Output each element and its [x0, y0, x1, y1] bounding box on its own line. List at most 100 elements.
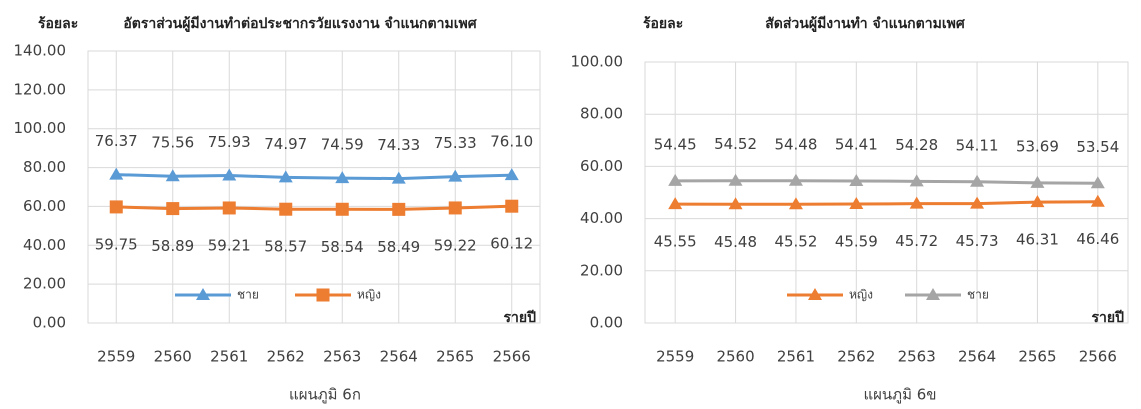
data-label: 45.72: [895, 232, 938, 250]
data-label: 53.69: [1016, 137, 1059, 155]
data-label: 75.33: [434, 134, 477, 152]
y-tick-label: 100.00: [571, 53, 624, 71]
marker: [222, 168, 237, 181]
data-label: 76.37: [95, 132, 138, 150]
marker: [166, 202, 180, 216]
x-tick-label: 2564: [380, 348, 418, 366]
y-tick-label: 100.00: [14, 119, 67, 137]
chart-title: สัดส่วนผู้มีงานทำ จำแนกตามเพศ: [765, 16, 966, 32]
marker: [1030, 175, 1045, 188]
marker: [1090, 194, 1105, 207]
x-tick-label: 2565: [1018, 348, 1056, 366]
marker: [926, 288, 940, 300]
legend-label: หญิง: [357, 288, 381, 302]
data-label: 59.75: [95, 235, 138, 253]
marker: [335, 202, 349, 216]
marker: [970, 174, 985, 187]
marker: [165, 169, 180, 182]
x-axis-label: รายปี: [1092, 310, 1125, 326]
data-label: 45.48: [714, 233, 757, 251]
data-label: 76.10: [490, 133, 533, 151]
legend-label: หญิง: [849, 288, 873, 302]
x-tick-label: 2565: [436, 348, 474, 366]
y-tick-label: 0.00: [590, 314, 623, 332]
data-label: 59.22: [434, 236, 477, 254]
plot-border: [644, 61, 1129, 324]
y-tick-label: 140.00: [14, 42, 67, 60]
x-tick-label: 2566: [493, 348, 531, 366]
marker: [849, 173, 864, 186]
series-line: [116, 173, 512, 181]
marker: [728, 197, 743, 210]
data-label: 75.93: [208, 133, 251, 151]
x-tick-label: 2562: [837, 348, 875, 366]
marker: [279, 202, 293, 216]
y-tick-label: 60.00: [580, 157, 623, 175]
x-axis-label: รายปี: [504, 310, 537, 326]
series-line: [116, 204, 512, 211]
chart-title: อัตราส่วนผู้มีงานทำต่อประชากรวัยแรงงาน จ…: [123, 16, 477, 32]
caption: แผนภูมิ 6ข: [863, 386, 936, 404]
caption: แผนภูมิ 6ก: [289, 386, 361, 404]
marker: [504, 168, 519, 181]
x-tick-label: 2564: [958, 348, 996, 366]
legend-label: ชาย: [967, 288, 989, 302]
marker: [316, 288, 330, 302]
marker: [788, 173, 803, 186]
marker: [278, 170, 293, 183]
x-tick-label: 2560: [716, 348, 754, 366]
y-tick-label: 20.00: [23, 275, 66, 293]
x-tick-label: 2559: [97, 348, 135, 366]
data-label: 75.56: [151, 134, 194, 152]
marker: [909, 174, 924, 187]
x-tick-label: 2559: [656, 348, 694, 366]
data-label: 58.57: [264, 238, 307, 256]
marker: [849, 197, 864, 210]
data-label: 59.21: [208, 236, 251, 254]
y-tick-label: 40.00: [580, 209, 623, 227]
data-label: 46.31: [1016, 231, 1059, 249]
marker: [1030, 195, 1045, 208]
y-tick-label: 40.00: [23, 236, 66, 254]
y-tick-label: 120.00: [14, 80, 67, 98]
marker: [448, 169, 463, 182]
data-label: 58.54: [321, 238, 364, 256]
marker: [109, 200, 123, 214]
marker: [196, 288, 210, 300]
data-label: 54.45: [654, 135, 697, 153]
marker: [222, 201, 236, 215]
plot-border: [87, 50, 541, 324]
data-label: 45.55: [654, 233, 697, 251]
data-label: 74.97: [264, 135, 307, 153]
data-label: 46.46: [1076, 230, 1119, 248]
marker: [909, 196, 924, 209]
marker: [808, 288, 822, 300]
series-line: [675, 200, 1098, 206]
marker: [448, 201, 462, 215]
data-label: 54.48: [774, 135, 817, 153]
data-label: 45.59: [835, 233, 878, 251]
y-tick-label: 20.00: [580, 261, 623, 279]
data-label: 54.11: [956, 136, 999, 154]
x-tick-label: 2561: [210, 348, 248, 366]
marker: [668, 197, 683, 210]
x-tick-label: 2561: [777, 348, 815, 366]
marker: [788, 197, 803, 210]
marker: [505, 199, 519, 213]
y-tick-label: 0.00: [33, 314, 66, 332]
x-tick-label: 2563: [898, 348, 936, 366]
data-label: 74.33: [377, 136, 420, 154]
marker: [1090, 176, 1105, 189]
y-axis-label: ร้อยละ: [643, 16, 683, 32]
marker: [392, 202, 406, 216]
x-tick-label: 2563: [323, 348, 361, 366]
data-label: 60.12: [490, 235, 533, 253]
y-tick-label: 60.00: [23, 197, 66, 215]
marker: [335, 171, 350, 184]
data-label: 54.52: [714, 135, 757, 153]
x-tick-label: 2560: [154, 348, 192, 366]
data-label: 74.59: [321, 136, 364, 154]
data-label: 45.73: [956, 232, 999, 250]
data-label: 58.89: [151, 237, 194, 255]
